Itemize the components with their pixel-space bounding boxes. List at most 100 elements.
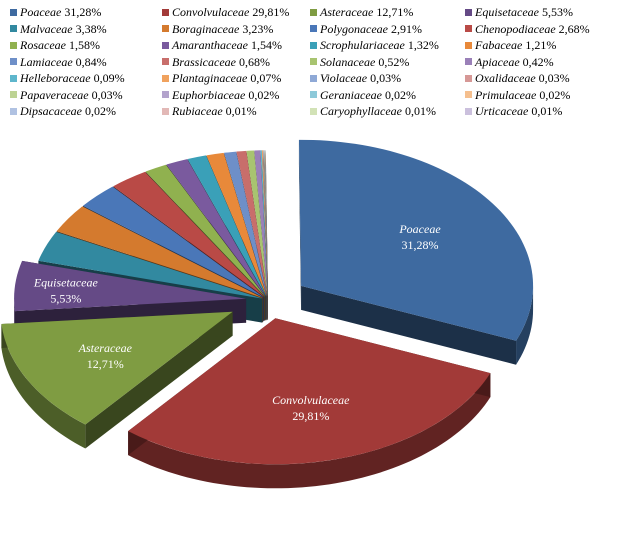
legend-name: Scrophulariaceae <box>320 38 405 52</box>
legend-item-rosaceae: Rosaceae 1,58% <box>10 37 100 54</box>
legend-value: 1,54% <box>247 38 282 52</box>
legend-value: 0,07% <box>247 71 282 85</box>
legend-swatch <box>310 74 317 82</box>
pie-slice-top <box>206 152 267 297</box>
legend-value: 0,03% <box>367 71 402 85</box>
pie-slice-wall <box>516 285 534 365</box>
legend-value: 1,32% <box>404 38 439 52</box>
legend-swatch <box>465 58 472 66</box>
pie-slice-top <box>38 231 263 299</box>
legend-item-convolvulaceae: Convolvulaceae 29,81% <box>162 4 289 21</box>
legend-name: Geraniaceae <box>320 87 382 102</box>
legend-swatch <box>10 8 17 16</box>
legend-item-euphorbiaceae: Euphorbiaceae 0,02% <box>162 87 279 104</box>
legend-name: Solanaceae <box>320 54 376 69</box>
legend-item-asteraceae: Asteraceae 12,71% <box>310 4 413 21</box>
legend-swatch <box>465 25 472 33</box>
legend-item-primulaceae: Primulaceae 0,02% <box>465 87 570 104</box>
legend-name: Euphorbiaceae <box>172 87 246 102</box>
legend-swatch <box>310 91 317 99</box>
legend-item-equisetaceae: Equisetaceae 5,53% <box>465 4 573 21</box>
pie-slice-side <box>301 285 517 365</box>
legend-swatch <box>465 91 472 99</box>
legend-value: 0,52% <box>375 54 410 69</box>
legend-value: 0,02% <box>536 87 571 102</box>
slice-label-equisetaceae: Equisetaceae 5,53% <box>33 276 99 306</box>
legend-name: Poaceae <box>20 5 62 19</box>
legend-item-oxalidaceae: Oxalidaceae 0,03% <box>465 70 570 87</box>
legend-swatch <box>310 58 317 66</box>
legend-item-brassicaceae: Brassicaceae 0,68% <box>162 54 270 71</box>
legend-swatch <box>162 91 169 99</box>
pie-slice-top <box>264 150 268 297</box>
legend-value: 0,84% <box>72 54 107 69</box>
legend-item-chenopodiaceae: Chenopodiaceae 2,68% <box>465 21 590 38</box>
pie-slice-top <box>265 150 268 297</box>
legend-item-urticaceae: Urticaceae 0,01% <box>465 103 562 120</box>
legend-name: Caryophyllaceae <box>320 104 402 118</box>
slice-label-convolvulaceae: Convolvulaceae 29,81% <box>272 393 350 423</box>
legend-name: Violaceae <box>320 71 368 85</box>
legend-item-geraniaceae: Geraniaceae 0,02% <box>310 87 416 104</box>
legend-swatch <box>10 58 17 66</box>
legend-swatch <box>162 74 169 82</box>
legend-swatch <box>10 41 17 49</box>
legend-item-rubiaceae: Rubiaceae 0,01% <box>162 103 257 120</box>
pie-slice-poaceae <box>298 139 534 365</box>
legend-value: 0,03% <box>88 87 123 102</box>
pie-slice-top <box>56 206 263 298</box>
legend-swatch <box>10 91 17 99</box>
pie-slice-top <box>83 186 264 298</box>
legend-name: Papaveraceae <box>20 87 89 102</box>
legend-name: Lamiaceae <box>20 54 73 69</box>
legend-value: 0,01% <box>528 104 563 118</box>
pie-slice-top <box>264 150 268 297</box>
legend-value: 0,02% <box>81 104 116 118</box>
slice-label-poaceae: Poaceae 31,28% <box>398 222 441 252</box>
pie-slice-top <box>263 150 268 297</box>
pie-slice-top <box>246 150 268 297</box>
pie-slice-top <box>262 150 268 297</box>
legend-name: Rosaceae <box>20 38 66 52</box>
legend-item-apiaceae: Apiaceae 0,42% <box>465 54 554 71</box>
legend-swatch <box>10 74 17 82</box>
slice-label-asteraceae: Asteraceae 12,71% <box>78 341 133 371</box>
pie-slice-top <box>1 311 233 425</box>
legend-value: 0,68% <box>235 54 270 69</box>
pie-slice-top <box>166 159 266 297</box>
legend-value: 5,53% <box>538 5 573 19</box>
legend-item-violaceae: Violaceae 0,03% <box>310 70 401 87</box>
pie-slice-wall <box>128 373 491 489</box>
pie-slice-top <box>298 139 534 341</box>
legend-swatch <box>162 25 169 33</box>
pie-slice-top <box>261 150 268 297</box>
legend-swatch <box>162 8 169 16</box>
legend-value: 0,01% <box>222 104 257 118</box>
legend-item-poaceae: Poaceae 31,28% <box>10 4 101 21</box>
legend-value: 0,03% <box>535 71 570 85</box>
legend-value: 31,28% <box>61 5 102 19</box>
legend-swatch <box>162 58 169 66</box>
legend-name: Rubiaceae <box>172 104 223 118</box>
legend-item-caryophyllaceae: Caryophyllaceae 0,01% <box>310 103 436 120</box>
legend-swatch <box>310 25 317 33</box>
legend-value: 3,23% <box>239 21 274 36</box>
legend-name: Primulaceae <box>475 87 537 102</box>
legend-item-papaveraceae: Papaveraceae 0,03% <box>10 87 123 104</box>
pie-slice-top <box>224 151 268 297</box>
pie-slice-asteraceae <box>1 311 233 449</box>
pie-slice-top <box>113 171 265 297</box>
legend-name: Brassicaceae <box>172 54 236 69</box>
legend-swatch <box>10 25 17 33</box>
legend-swatch <box>310 107 317 115</box>
pie-slice-top <box>187 155 267 297</box>
legend-swatch <box>162 107 169 115</box>
legend-name: Convolvulaceae <box>172 5 250 19</box>
legend-value: 29,81% <box>249 5 290 19</box>
legend-value: 1,58% <box>65 38 100 52</box>
legend-value: 2,68% <box>555 21 590 36</box>
legend-item-malvaceae: Malvaceae 3,38% <box>10 21 107 38</box>
legend-swatch <box>465 74 472 82</box>
legend-item-dipsacaceae: Dipsacaceae 0,02% <box>10 103 116 120</box>
